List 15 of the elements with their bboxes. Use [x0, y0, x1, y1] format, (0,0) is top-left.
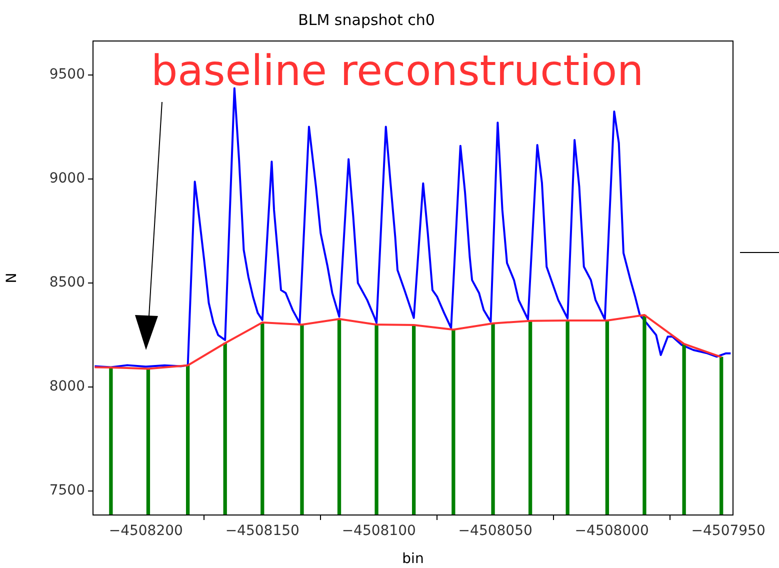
x-tick-label: −4508000 [574, 523, 649, 540]
chart-title: BLM snapshot ch0 [298, 10, 435, 29]
x-tick-label: −4508050 [458, 523, 532, 540]
x-tick-label: −4508100 [342, 523, 416, 540]
y-tick-label: 9000 [49, 170, 85, 187]
y-tick-label: 7500 [49, 482, 85, 499]
x-axis-title: bin [402, 551, 424, 568]
x-tick-label: −4508150 [225, 523, 300, 540]
x-tick-label: −4508200 [108, 523, 183, 540]
y-tick-label: 8500 [49, 274, 85, 291]
annotation: baseline reconstruction [151, 46, 644, 95]
y-tick-label: 8000 [49, 378, 85, 395]
y-tick-label: 9500 [49, 66, 85, 83]
y-axis-title: N [4, 272, 20, 284]
x-tick-label: −4507950 [691, 523, 766, 540]
